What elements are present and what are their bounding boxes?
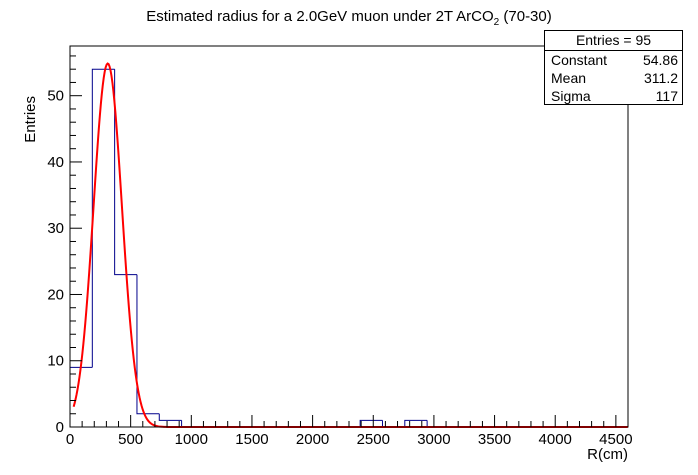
y-tick-label: 20 [47, 286, 64, 303]
x-tick-label: 4500 [599, 431, 632, 448]
x-tick-label: 4000 [539, 431, 572, 448]
y-tick-label: 40 [47, 154, 64, 171]
y-tick-label: 0 [56, 419, 64, 436]
histogram-bin [404, 419, 428, 427]
stats-box: Entries = 95 Constant 54.86 Mean 311.2 S… [544, 30, 683, 105]
x-tick-label: 1000 [175, 431, 208, 448]
histogram-bin [158, 413, 182, 421]
x-tick-label: 500 [118, 431, 143, 448]
histogram-bin [114, 69, 137, 276]
title-main: Estimated radius for a 2.0GeV muon under… [146, 8, 493, 25]
stats-constant-label: Constant [551, 52, 608, 68]
x-tick-label: 0 [66, 431, 74, 448]
x-tick-label: 1500 [235, 431, 268, 448]
stats-sigma-label: Sigma [551, 88, 591, 104]
x-tick-label: 2000 [296, 431, 329, 448]
fit-curve [72, 62, 628, 428]
stats-mean-label: Mean [551, 70, 587, 86]
histogram-bin [136, 274, 160, 415]
plot-area [69, 62, 628, 428]
axes: 0 500 1000 1500 2000 2500 3000 3500 4000 4500 0 10 2… [47, 45, 633, 448]
histogram-bin [69, 366, 93, 427]
y-axis-label: Entries [22, 96, 39, 143]
x-tick-label: 3500 [478, 431, 511, 448]
y-tick-label: 10 [47, 353, 64, 370]
y-tick-label: 30 [47, 220, 64, 237]
stats-mean-value: 311.2 [644, 70, 678, 86]
stats-constant-value: 54.86 [642, 52, 678, 68]
stats-sigma-value: 117 [655, 88, 678, 104]
histogram-bin [91, 68, 115, 368]
y-tick-label: 50 [47, 88, 64, 105]
stats-entries: Entries = 95 [545, 31, 682, 51]
title-subscript: 2 [494, 17, 500, 28]
title-tail: (70-30) [499, 8, 552, 25]
x-tick-label: 3000 [417, 431, 450, 448]
stats-row-sigma: Sigma 117 [545, 87, 682, 105]
stats-row-mean: Mean 311.2 [545, 69, 682, 87]
histogram-bin [359, 419, 383, 427]
x-tick-label: 2500 [357, 431, 390, 448]
x-axis-label: R(cm) [587, 446, 628, 463]
chart-title: Estimated radius for a 2.0GeV muon under… [146, 8, 552, 28]
stats-row-constant: Constant 54.86 [545, 51, 682, 69]
